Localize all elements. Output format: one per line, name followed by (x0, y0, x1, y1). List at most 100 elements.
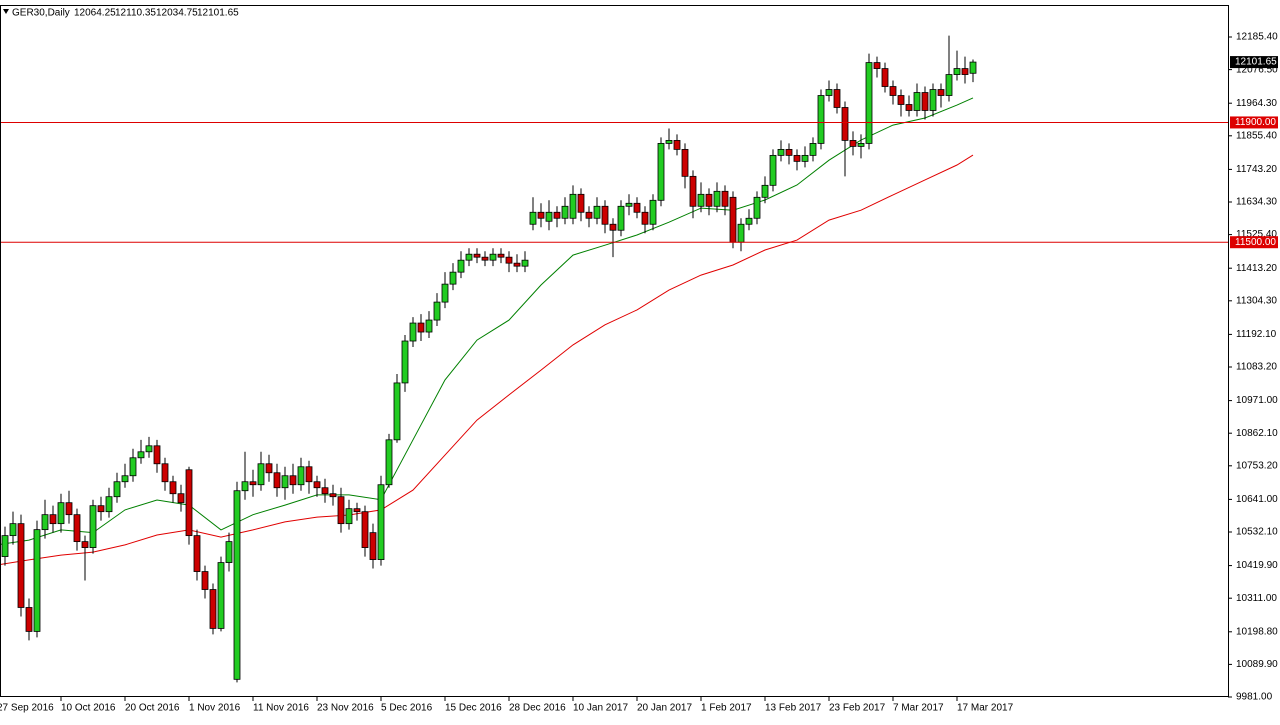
x-tick-label: 13 Feb 2017 (765, 703, 822, 714)
candle-body (25, 607, 33, 632)
y-tick-label: 10532.10 (1236, 527, 1278, 538)
y-tick-label: 10971.00 (1236, 395, 1278, 406)
plot-frame (0, 5, 1229, 697)
candle-body (897, 95, 905, 105)
y-tick-label: 11964.30 (1236, 98, 1277, 109)
x-tick-label: 10 Oct 2016 (61, 703, 116, 714)
y-tick-label: 11083.20 (1236, 362, 1277, 373)
header-low: 12034.75 (156, 8, 198, 19)
candle-body (297, 466, 305, 486)
chart-title: GER30,Daily (12, 8, 70, 19)
x-tick-label: 23 Feb 2017 (829, 703, 886, 714)
candle-body (729, 196, 737, 243)
candle-body (129, 457, 137, 477)
header-open: 12064.25 (74, 8, 116, 19)
candle-body (241, 481, 249, 492)
candle-body (425, 319, 433, 333)
x-tick-label: 15 Dec 2016 (445, 703, 502, 714)
y-tick-label: 10311.00 (1236, 593, 1277, 604)
candle-body (265, 463, 273, 474)
x-tick-label: 23 Nov 2016 (317, 703, 374, 714)
candle-body (745, 217, 753, 225)
candle-body (409, 322, 417, 342)
price-tag-label: 12101.65 (1235, 57, 1277, 68)
x-tick-label: 20 Jan 2017 (637, 703, 692, 714)
candle-body (521, 259, 529, 267)
header-close: 12101.65 (197, 8, 239, 19)
candle-body (73, 514, 81, 543)
y-tick-label: 12076.50 (1236, 64, 1278, 75)
candle-body (377, 484, 385, 560)
candle-body (617, 205, 625, 231)
y-tick-label: 11743.20 (1236, 164, 1277, 175)
y-tick-label: 10419.90 (1236, 560, 1278, 571)
y-tick-label: 11855.40 (1236, 130, 1277, 141)
x-tick-label: 7 Mar 2017 (893, 703, 944, 714)
candle-body (625, 202, 633, 207)
candle-body (473, 253, 481, 258)
candle-body (465, 253, 473, 261)
candle-body (753, 196, 761, 219)
candle-body (793, 154, 801, 162)
candle-body (881, 68, 889, 87)
candle-body (905, 104, 913, 111)
candle-body (657, 143, 665, 201)
candle-body (713, 190, 721, 207)
candle-body (113, 481, 121, 498)
candle-body (489, 253, 497, 261)
candle-body (345, 508, 353, 525)
candle-body (321, 487, 329, 495)
candle-body (329, 493, 337, 498)
x-tick-label: 20 Oct 2016 (125, 703, 180, 714)
x-tick-label: 27 Sep 2016 (0, 703, 54, 714)
candle-body (313, 481, 321, 489)
candle-body (209, 589, 217, 629)
x-tick-label: 10 Jan 2017 (573, 703, 628, 714)
candle-body (833, 89, 841, 108)
candle-body (545, 211, 553, 222)
candle-body (849, 140, 857, 147)
candle-body (17, 523, 25, 608)
candle-body (721, 190, 729, 207)
moving-average (1, 154, 974, 565)
candle-body (785, 148, 793, 156)
candle-body (337, 496, 345, 525)
candle-body (865, 62, 873, 144)
x-tick-label: 1 Feb 2017 (701, 703, 752, 714)
candle-body (569, 193, 577, 219)
candle-body (705, 193, 713, 207)
y-tick-label: 9981.00 (1236, 692, 1273, 703)
candle-body (929, 89, 937, 111)
candle-body (369, 532, 377, 560)
header-high: 12110.35 (115, 8, 156, 19)
y-tick-label: 11525.40 (1236, 229, 1277, 240)
candle-body (681, 148, 689, 177)
candle-body (937, 89, 945, 96)
candle-body (65, 502, 73, 516)
candle-body (121, 475, 129, 483)
candle-body (505, 256, 513, 264)
candle-body (921, 92, 929, 111)
candle-body (449, 271, 457, 285)
candle-body (665, 140, 673, 144)
candle-body (601, 205, 609, 225)
y-tick-label: 11634.30 (1236, 197, 1277, 208)
candle-body (281, 475, 289, 489)
candle-body (801, 154, 809, 162)
candle-body (257, 463, 265, 486)
candle-body (225, 541, 233, 563)
candle-body (673, 140, 681, 150)
candle-body (289, 475, 297, 486)
candle-body (193, 535, 201, 572)
candle-body (913, 92, 921, 111)
candle-body (737, 223, 745, 243)
candle-body (105, 496, 113, 513)
y-tick-label: 12185.40 (1236, 32, 1278, 43)
candle-body (537, 211, 545, 219)
candle-body (649, 199, 657, 225)
candle-body (961, 68, 969, 75)
candle-body (609, 223, 617, 231)
candle-body (457, 259, 465, 273)
